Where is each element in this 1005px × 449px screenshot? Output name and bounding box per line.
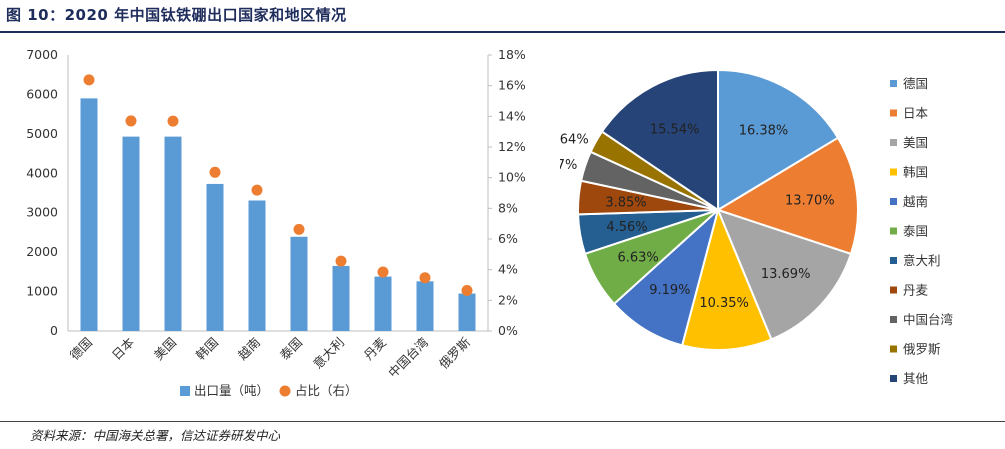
pie-value-label: 4.56% bbox=[606, 220, 647, 235]
share-point-日本 bbox=[125, 115, 137, 127]
pie-legend-label: 美国 bbox=[903, 135, 928, 150]
category-label: 德国 bbox=[67, 335, 95, 363]
pie-value-label: 15.54% bbox=[650, 122, 700, 137]
pie-value-label: 10.35% bbox=[699, 296, 749, 311]
category-label: 泰国 bbox=[277, 335, 305, 363]
pie-slice-越南 bbox=[612, 207, 720, 347]
pie-legend-label: 泰国 bbox=[903, 224, 928, 239]
pie-legend-swatch bbox=[890, 198, 897, 205]
category-label: 俄罗斯 bbox=[436, 335, 473, 372]
share-point-美国 bbox=[167, 115, 179, 127]
right-tick-label: 0% bbox=[498, 323, 518, 338]
pie-value-label: 16.38% bbox=[739, 124, 789, 139]
pie-value-label: 3.85% bbox=[605, 196, 646, 211]
pie-slice-德国 bbox=[717, 68, 840, 212]
right-tick-label: 2% bbox=[498, 292, 518, 307]
pie-slice-其他 bbox=[600, 68, 719, 212]
bar-美国 bbox=[164, 136, 182, 331]
right-tick-label: 6% bbox=[498, 231, 518, 246]
pie-legend-label: 中国台湾 bbox=[903, 312, 953, 327]
right-tick-label: 16% bbox=[498, 78, 526, 93]
bar-德国 bbox=[80, 98, 98, 331]
title-divider bbox=[0, 31, 1005, 33]
pie-legend-label: 越南 bbox=[903, 194, 928, 209]
pie-value-label: 3.47% bbox=[560, 158, 577, 173]
bar-越南 bbox=[248, 200, 266, 331]
legend-bar-swatch bbox=[180, 386, 190, 396]
category-label: 韩国 bbox=[193, 335, 221, 363]
pie-value-label: 6.63% bbox=[617, 250, 658, 265]
left-tick-label: 2000 bbox=[26, 244, 58, 259]
pie-legend-swatch bbox=[890, 286, 897, 294]
pie-legend-swatch bbox=[890, 80, 897, 87]
pie-legend-label: 德国 bbox=[903, 76, 928, 91]
pie-legend-label: 韩国 bbox=[903, 165, 928, 180]
share-point-意大利 bbox=[335, 255, 347, 267]
legend-bar-label: 出口量（吨） bbox=[194, 383, 269, 398]
pie-legend-swatch bbox=[890, 168, 897, 176]
right-tick-label: 10% bbox=[498, 170, 526, 185]
pie-legend-swatch bbox=[890, 227, 897, 235]
pie-legend-swatch bbox=[890, 345, 897, 353]
figure-title: 图 10：2020 年中国钛铁硼出口国家和地区情况 bbox=[6, 6, 347, 24]
right-tick-label: 12% bbox=[498, 139, 526, 154]
category-label: 丹麦 bbox=[361, 334, 390, 363]
left-tick-label: 6000 bbox=[26, 86, 58, 101]
share-point-德国 bbox=[83, 74, 95, 86]
pie-legend-label: 丹麦 bbox=[903, 283, 929, 298]
bar-泰国 bbox=[290, 236, 308, 331]
category-label: 意大利 bbox=[310, 335, 347, 372]
bar-丹麦 bbox=[374, 276, 392, 331]
pie-legend-swatch bbox=[890, 316, 897, 323]
left-tick-label: 3000 bbox=[26, 205, 58, 220]
bar-俄罗斯 bbox=[458, 293, 476, 331]
pie-value-label: 2.64% bbox=[560, 133, 589, 148]
source-note: 资料来源：中国海关总署，信达证券研发中心 bbox=[30, 428, 281, 443]
pie-chart: 16.38% 13.70% 13.69% 10.35% 9.19% 6.63% 4.56% 3… bbox=[560, 68, 953, 386]
share-point-丹麦 bbox=[377, 266, 389, 278]
category-label: 日本 bbox=[109, 334, 138, 363]
pie-slice-韩国 bbox=[680, 206, 773, 351]
bar-韩国 bbox=[206, 183, 224, 331]
share-point-中国台湾 bbox=[419, 272, 431, 284]
left-tick-label: 4000 bbox=[26, 165, 58, 180]
left-tick-label: 7000 bbox=[26, 47, 58, 62]
pie-legend-label: 日本 bbox=[903, 106, 929, 121]
bar-中国台湾 bbox=[416, 281, 434, 331]
bar-日本 bbox=[122, 136, 140, 331]
pie-value-label: 9.19% bbox=[649, 283, 690, 298]
right-tick-label: 4% bbox=[498, 262, 518, 277]
pie-slice-日本 bbox=[715, 136, 859, 256]
right-tick-label: 18% bbox=[498, 47, 526, 62]
left-tick-label: 0 bbox=[50, 323, 58, 338]
pie-legend-label: 俄罗斯 bbox=[903, 342, 941, 357]
pie-value-label: 13.70% bbox=[785, 194, 835, 209]
share-point-泰国 bbox=[293, 223, 305, 235]
left-tick-label: 1000 bbox=[26, 284, 58, 299]
pie-legend-swatch bbox=[890, 109, 897, 117]
share-point-越南 bbox=[251, 184, 263, 196]
category-label: 美国 bbox=[151, 335, 179, 363]
left-tick-label: 5000 bbox=[26, 126, 58, 141]
bar-意大利 bbox=[332, 265, 350, 331]
source-divider bbox=[0, 421, 1005, 422]
category-label: 中国台湾 bbox=[385, 335, 431, 381]
right-tick-label: 8% bbox=[498, 200, 518, 215]
legend-dot-label: 占比（右） bbox=[295, 383, 358, 398]
pie-legend-swatch bbox=[890, 139, 897, 146]
pie-slice-美国 bbox=[716, 208, 853, 341]
pie-legend-label: 其他 bbox=[903, 371, 929, 386]
share-point-俄罗斯 bbox=[461, 285, 473, 297]
pie-legend-swatch bbox=[890, 257, 897, 264]
pie-legend-swatch bbox=[890, 375, 897, 382]
legend-dot-swatch bbox=[279, 385, 291, 397]
pie-value-label: 13.69% bbox=[761, 267, 811, 282]
right-tick-label: 14% bbox=[498, 108, 526, 123]
pie-legend-label: 意大利 bbox=[903, 253, 941, 268]
bar-line-chart: 0 1000 2000 3000 4000 5000 6000 7000 0% 2% 4% 6% 8% 1… bbox=[26, 47, 526, 398]
share-point-韩国 bbox=[209, 166, 221, 178]
category-label: 越南 bbox=[235, 335, 263, 363]
